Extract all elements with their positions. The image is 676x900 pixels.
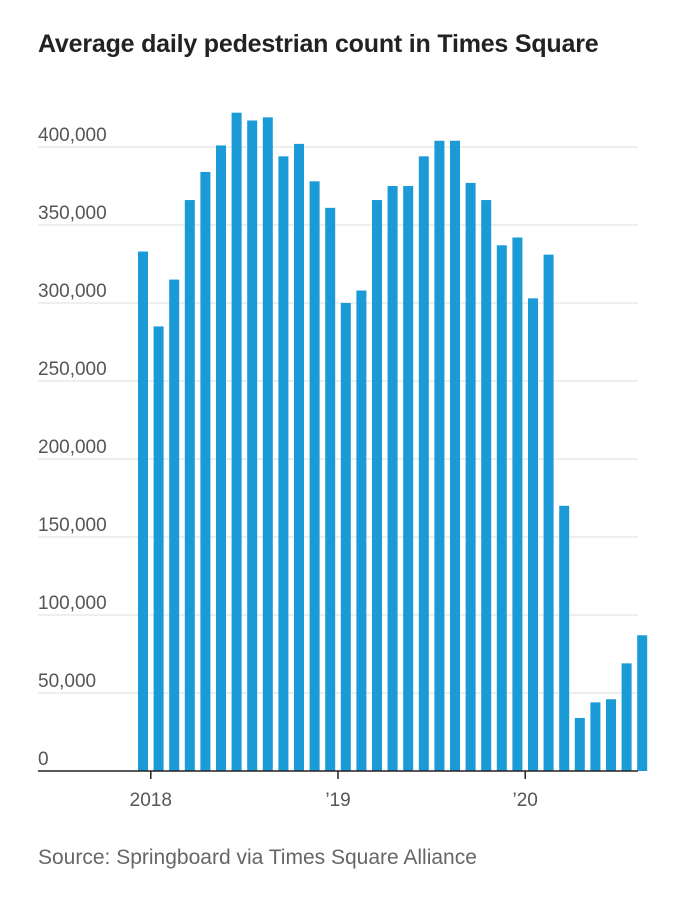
bar-2020-07 bbox=[621, 663, 632, 771]
bar-2018-01 bbox=[153, 326, 164, 771]
bar-2018-04 bbox=[200, 171, 211, 771]
bar-2020-03 bbox=[559, 505, 570, 771]
bars bbox=[138, 112, 648, 772]
y-tick-label: 200,000 bbox=[38, 437, 107, 458]
chart-title: Average daily pedestrian count in Times … bbox=[38, 30, 599, 58]
x-tick-label: ’19 bbox=[325, 790, 350, 811]
bar-2020-01 bbox=[528, 298, 538, 771]
y-tick-label: 400,000 bbox=[38, 125, 107, 146]
source-note: Source: Springboard via Times Square All… bbox=[38, 846, 477, 869]
bar-2019-03 bbox=[372, 200, 382, 772]
bar-2020-05 bbox=[590, 702, 601, 771]
bar-2020-08 bbox=[637, 635, 648, 771]
bar-2019-09 bbox=[465, 182, 476, 771]
bar-2018-05 bbox=[216, 145, 226, 771]
x-axis-ticks: 2018 ’19 ’20 bbox=[130, 771, 538, 811]
bar-2018-09 bbox=[278, 156, 289, 772]
y-tick-label: 150,000 bbox=[38, 515, 107, 536]
bar-2019-08 bbox=[450, 140, 460, 771]
bar-2019-02 bbox=[356, 290, 367, 771]
bar-2019-04 bbox=[387, 186, 398, 771]
bar-2018-08 bbox=[262, 117, 273, 772]
y-tick-label: 50,000 bbox=[38, 671, 96, 692]
bar-2018-10 bbox=[294, 143, 304, 771]
x-tick-label: ’20 bbox=[513, 790, 538, 811]
y-tick-label: 0 bbox=[38, 749, 49, 770]
bar-2018-06 bbox=[231, 112, 242, 772]
bar-2020-02 bbox=[543, 254, 554, 771]
bar-2018-02 bbox=[169, 279, 180, 771]
bar-2020-06 bbox=[606, 699, 616, 771]
y-tick-label: 100,000 bbox=[38, 593, 107, 614]
bar-2019-12 bbox=[512, 237, 523, 772]
bar-2019-06 bbox=[418, 156, 429, 772]
bar-2018-11 bbox=[309, 181, 320, 771]
bar-2019-05 bbox=[403, 186, 414, 771]
bar-2017-12 bbox=[138, 251, 148, 771]
bar-2018-12 bbox=[325, 207, 336, 772]
bar-2018-03 bbox=[184, 200, 195, 772]
y-tick-label: 250,000 bbox=[38, 359, 107, 380]
bar-2018-07 bbox=[247, 120, 258, 772]
x-tick-label: 2018 bbox=[130, 790, 172, 811]
y-axis-ticks: 0 50,000 100,000 150,000 200,000 250,000 300,0… bbox=[38, 125, 107, 770]
bar-2020-04 bbox=[574, 717, 585, 771]
bar-2019-11 bbox=[496, 245, 507, 771]
y-tick-label: 300,000 bbox=[38, 281, 107, 302]
bar-2019-07 bbox=[434, 140, 445, 771]
y-tick-label: 350,000 bbox=[38, 203, 107, 224]
bar-2019-01 bbox=[340, 303, 351, 771]
bar-2019-10 bbox=[481, 200, 492, 772]
